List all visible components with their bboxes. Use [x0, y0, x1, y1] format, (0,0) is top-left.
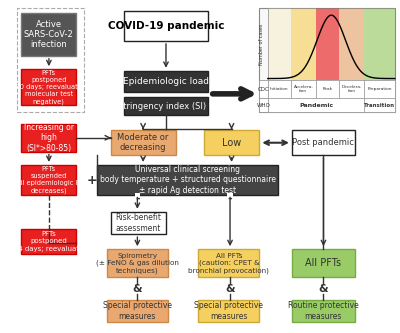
Text: Number of cases: Number of cases: [259, 23, 264, 65]
FancyBboxPatch shape: [21, 13, 76, 56]
FancyBboxPatch shape: [292, 130, 355, 155]
FancyBboxPatch shape: [198, 249, 260, 277]
Text: Epidemiologic load: Epidemiologic load: [123, 77, 209, 86]
Text: Active
SARS-CoV-2
infection: Active SARS-CoV-2 infection: [24, 20, 74, 49]
Text: WHO: WHO: [257, 103, 270, 108]
FancyBboxPatch shape: [204, 130, 260, 155]
Text: Risk-benefit
assessment: Risk-benefit assessment: [115, 213, 161, 233]
FancyBboxPatch shape: [21, 165, 76, 194]
Text: Spirometry
(± FeNO & gas dilution
techniques): Spirometry (± FeNO & gas dilution techni…: [96, 253, 179, 274]
Text: Pandemic: Pandemic: [299, 103, 333, 108]
FancyBboxPatch shape: [364, 98, 395, 112]
Text: &: &: [319, 284, 328, 294]
FancyBboxPatch shape: [124, 71, 208, 92]
FancyBboxPatch shape: [292, 249, 355, 277]
Text: -: -: [135, 194, 140, 204]
FancyBboxPatch shape: [260, 8, 395, 112]
Text: Special protective
measures: Special protective measures: [194, 301, 263, 321]
FancyBboxPatch shape: [111, 130, 176, 155]
Text: -: -: [228, 194, 232, 204]
Text: Moderate or
decreasing: Moderate or decreasing: [118, 133, 169, 152]
FancyBboxPatch shape: [292, 300, 355, 322]
FancyBboxPatch shape: [260, 98, 268, 112]
Text: +: +: [86, 174, 97, 187]
Text: Preparation: Preparation: [367, 87, 392, 91]
FancyBboxPatch shape: [268, 98, 364, 112]
Text: PFTs
postponed
(14 days; reevaluate): PFTs postponed (14 days; reevaluate): [11, 231, 86, 252]
FancyBboxPatch shape: [21, 124, 76, 152]
FancyBboxPatch shape: [124, 97, 208, 115]
FancyBboxPatch shape: [339, 8, 364, 80]
Text: Routine protective
measures: Routine protective measures: [288, 301, 359, 321]
FancyBboxPatch shape: [339, 80, 364, 98]
Text: &: &: [225, 284, 235, 294]
Text: PFTs
suspended
(until epidemiologic load
decreases): PFTs suspended (until epidemiologic load…: [7, 166, 90, 194]
FancyBboxPatch shape: [107, 300, 168, 322]
FancyBboxPatch shape: [291, 8, 316, 80]
FancyBboxPatch shape: [111, 212, 166, 234]
FancyBboxPatch shape: [268, 8, 291, 80]
Text: Peak: Peak: [322, 87, 332, 91]
Text: Post pandemic: Post pandemic: [292, 138, 354, 147]
Text: All PFTs
(caution: CPET &
bronchial provocation): All PFTs (caution: CPET & bronchial prov…: [188, 253, 269, 274]
Text: Low: Low: [222, 138, 241, 148]
FancyBboxPatch shape: [316, 8, 339, 80]
FancyBboxPatch shape: [364, 8, 395, 80]
Text: &: &: [132, 284, 142, 294]
Text: Special protective
measures: Special protective measures: [103, 301, 172, 321]
FancyBboxPatch shape: [268, 80, 291, 98]
Text: Stringency index (SI) *: Stringency index (SI) *: [118, 102, 214, 111]
Text: Decelera-
tion: Decelera- tion: [341, 85, 362, 93]
Text: Accelera-
tion: Accelera- tion: [294, 85, 313, 93]
FancyBboxPatch shape: [21, 229, 76, 254]
Text: Universal clinical screening
body temperature + structured questionnaire
± rapid: Universal clinical screening body temper…: [100, 165, 276, 194]
Text: Initiation: Initiation: [270, 87, 288, 91]
Text: COVID-19 pandemic: COVID-19 pandemic: [108, 21, 224, 31]
FancyBboxPatch shape: [260, 80, 268, 98]
Text: CDC: CDC: [258, 87, 270, 92]
FancyBboxPatch shape: [97, 165, 278, 194]
FancyBboxPatch shape: [124, 11, 208, 41]
FancyBboxPatch shape: [364, 80, 395, 98]
FancyBboxPatch shape: [291, 80, 316, 98]
FancyBboxPatch shape: [107, 249, 168, 277]
FancyBboxPatch shape: [21, 69, 76, 106]
Text: Increasing or
high
(SI*>80-85): Increasing or high (SI*>80-85): [24, 123, 74, 153]
Text: Transition: Transition: [364, 103, 395, 108]
FancyBboxPatch shape: [316, 80, 339, 98]
Text: All PFTs: All PFTs: [305, 258, 341, 268]
Text: PFTs
postponed
(30 days; reevaluate;
molecular test
negative): PFTs postponed (30 days; reevaluate; mol…: [13, 70, 84, 105]
FancyBboxPatch shape: [198, 300, 260, 322]
